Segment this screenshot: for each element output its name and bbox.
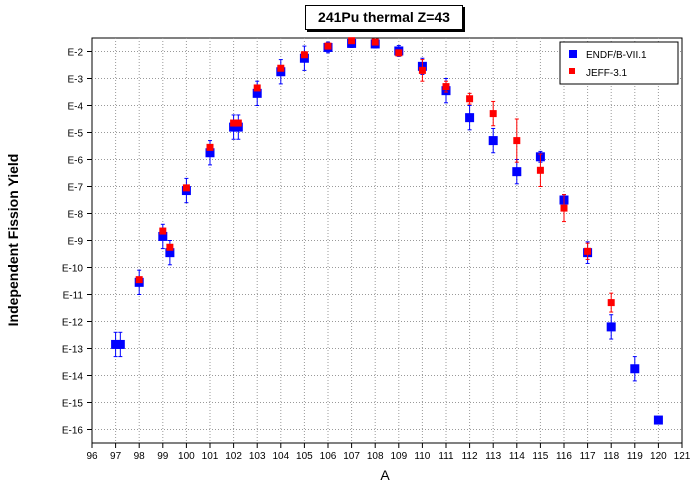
data-point-jeff — [395, 49, 403, 57]
y-axis-label: Independent Fission Yield — [5, 154, 21, 327]
y-tick-label: E-11 — [63, 291, 84, 302]
data-point-jeff — [230, 119, 238, 127]
data-point-endf — [299, 53, 309, 63]
chart-title: 241Pu thermal Z=43 — [305, 5, 463, 30]
x-tick-label: 120 — [650, 451, 667, 462]
data-point-endf — [111, 339, 121, 349]
data-point-endf — [229, 122, 239, 132]
x-tick-label: 96 — [86, 451, 98, 462]
data-point-endf — [512, 167, 522, 177]
data-point-jeff — [300, 51, 308, 59]
data-point-jeff — [442, 83, 450, 91]
data-point-jeff — [418, 66, 426, 74]
y-tick-label: E-9 — [67, 237, 83, 248]
data-point-jeff — [206, 143, 214, 151]
data-point-jeff — [536, 166, 544, 174]
data-point-endf — [653, 415, 663, 425]
data-point-endf — [630, 364, 640, 374]
y-tick-label: E-2 — [67, 48, 83, 59]
data-point-jeff — [324, 42, 332, 50]
data-point-jeff — [135, 276, 143, 284]
x-tick-label: 105 — [296, 451, 313, 462]
data-point-jeff — [277, 64, 285, 72]
x-tick-label: 121 — [674, 451, 691, 462]
y-tick-label: E-4 — [67, 102, 83, 113]
data-point-jeff — [159, 227, 167, 235]
data-point-jeff — [607, 299, 615, 307]
x-tick-label: 99 — [157, 451, 169, 462]
data-point-endf — [276, 67, 286, 77]
y-tick-label: E-10 — [62, 264, 84, 275]
legend-box — [559, 41, 679, 85]
y-tick-label: E-13 — [62, 345, 84, 356]
x-tick-label: 102 — [225, 451, 242, 462]
data-point-jeff — [166, 243, 174, 251]
data-point-endf — [205, 148, 215, 158]
data-point-endf — [252, 88, 262, 98]
x-axis-label: A — [380, 467, 390, 483]
x-tick-label: 107 — [343, 451, 360, 462]
data-point-endf — [165, 248, 175, 258]
data-point-endf — [115, 339, 125, 349]
x-tick-label: 118 — [603, 451, 619, 462]
data-point-endf — [233, 122, 243, 132]
data-point-endf — [606, 322, 616, 332]
legend-marker-endf — [569, 50, 577, 58]
data-point-jeff — [371, 38, 379, 46]
x-tick-label: 104 — [272, 451, 289, 462]
x-tick-label: 106 — [320, 451, 337, 462]
tick-layer: 96 97 98 99 100 101 102 103 104 105 106 107 108 109 11… — [62, 48, 691, 463]
data-point-jeff — [584, 247, 592, 255]
x-tick-label: 109 — [390, 451, 407, 462]
legend-marker-jeff — [569, 68, 575, 74]
y-tick-label: E-15 — [62, 399, 84, 410]
data-point-endf — [488, 136, 498, 146]
legend: ENDF/B-VII.1 JEFF-3.1 — [559, 41, 679, 85]
data-point-jeff — [466, 95, 474, 103]
data-point-jeff — [489, 110, 497, 118]
data-point-endf — [158, 231, 168, 241]
x-tick-label: 117 — [580, 451, 596, 462]
y-tick-label: E-16 — [62, 426, 84, 437]
data-point-jeff — [348, 37, 356, 45]
x-tick-label: 116 — [556, 451, 572, 462]
legend-label-endf: ENDF/B-VII.1 — [586, 50, 647, 61]
data-point-jeff — [234, 119, 242, 127]
x-tick-label: 98 — [134, 451, 146, 462]
x-tick-label: 110 — [414, 451, 430, 462]
x-tick-label: 103 — [249, 451, 266, 462]
x-tick-label: 115 — [532, 451, 548, 462]
x-tick-label: 114 — [509, 451, 525, 462]
legend-label-jeff: JEFF-3.1 — [586, 68, 628, 79]
grid-layer — [92, 38, 682, 443]
y-tick-label: E-8 — [67, 210, 83, 221]
data-point-jeff — [513, 137, 521, 145]
y-tick-label: E-7 — [67, 183, 83, 194]
data-point-jeff — [560, 204, 568, 212]
data-point-jeff — [182, 184, 190, 192]
series-layer — [111, 37, 663, 425]
y-tick-label: E-5 — [67, 129, 83, 140]
y-tick-label: E-14 — [62, 372, 84, 383]
y-tick-label: E-12 — [62, 318, 84, 329]
x-tick-label: 113 — [485, 451, 501, 462]
x-tick-label: 108 — [367, 451, 384, 462]
x-tick-label: 100 — [178, 451, 195, 462]
y-tick-label: E-3 — [67, 75, 83, 86]
x-tick-label: 112 — [462, 451, 478, 462]
data-point-endf — [465, 113, 475, 123]
x-tick-label: 111 — [438, 451, 454, 462]
x-tick-label: 97 — [110, 451, 122, 462]
x-tick-label: 101 — [202, 451, 219, 462]
y-tick-label: E-6 — [67, 156, 83, 167]
x-tick-label: 119 — [627, 451, 643, 462]
data-point-jeff — [253, 84, 261, 92]
